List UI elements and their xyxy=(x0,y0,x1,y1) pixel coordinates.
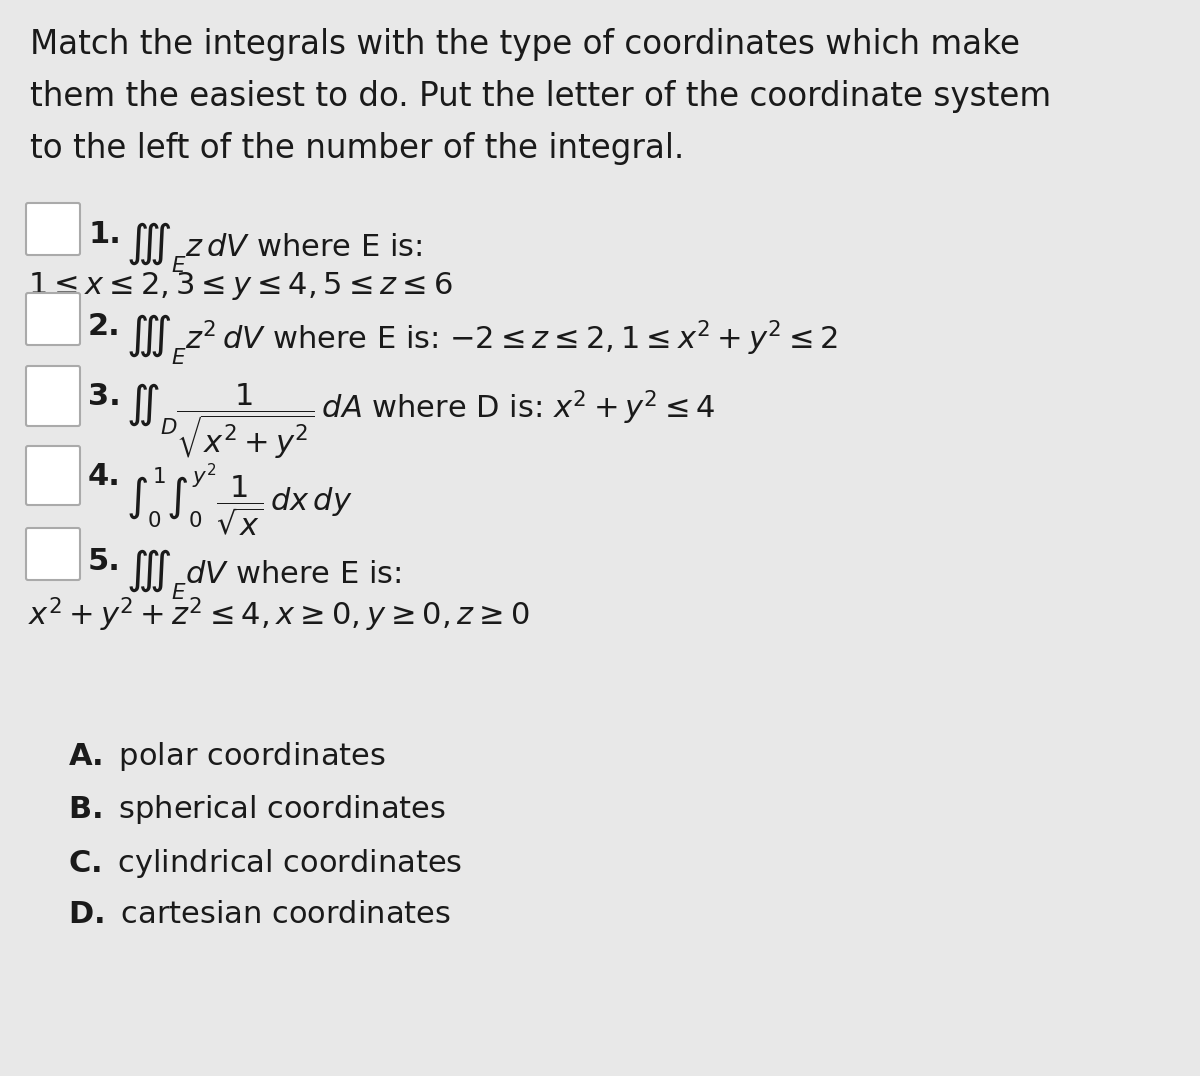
Text: 5.: 5. xyxy=(88,547,121,576)
Text: $\mathbf{C.}$ cylindrical coordinates: $\mathbf{C.}$ cylindrical coordinates xyxy=(68,847,462,880)
Text: $\mathbf{B.}$ spherical coordinates: $\mathbf{B.}$ spherical coordinates xyxy=(68,793,446,826)
FancyBboxPatch shape xyxy=(26,293,80,345)
FancyBboxPatch shape xyxy=(26,528,80,580)
Text: $\iint_D \dfrac{1}{\sqrt{x^2+y^2}}\, dA$ where D is: $x^2 + y^2 \leq 4$: $\iint_D \dfrac{1}{\sqrt{x^2+y^2}}\, dA$… xyxy=(126,382,715,462)
Text: $\iiint_E z^2\, dV$ where E is: $-2 \leq z \leq 2, 1 \leq x^2 + y^2 \leq 2$: $\iiint_E z^2\, dV$ where E is: $-2 \leq… xyxy=(126,312,838,367)
Text: Match the integrals with the type of coordinates which make: Match the integrals with the type of coo… xyxy=(30,28,1020,61)
Text: $\int_0^1 \int_0^{y^2} \dfrac{1}{\sqrt{x}}\, dx\, dy$: $\int_0^1 \int_0^{y^2} \dfrac{1}{\sqrt{x… xyxy=(126,462,353,539)
Text: $1 \leq x \leq 2, 3 \leq y \leq 4, 5 \leq z \leq 6$: $1 \leq x \leq 2, 3 \leq y \leq 4, 5 \le… xyxy=(28,270,452,302)
Text: $\mathbf{D.}$ cartesian coordinates: $\mathbf{D.}$ cartesian coordinates xyxy=(68,900,451,929)
FancyBboxPatch shape xyxy=(26,366,80,426)
Text: 3.: 3. xyxy=(88,382,121,411)
Text: 1.: 1. xyxy=(88,220,121,249)
FancyBboxPatch shape xyxy=(26,445,80,505)
Text: them the easiest to do. Put the letter of the coordinate system: them the easiest to do. Put the letter o… xyxy=(30,80,1051,113)
Text: $\iiint_E z\, dV$ where E is:: $\iiint_E z\, dV$ where E is: xyxy=(126,220,422,274)
Text: $\mathbf{A.}$ polar coordinates: $\mathbf{A.}$ polar coordinates xyxy=(68,740,386,773)
FancyBboxPatch shape xyxy=(26,203,80,255)
Text: $x^2 + y^2 + z^2 \leq 4, x \geq 0, y \geq 0, z \geq 0$: $x^2 + y^2 + z^2 \leq 4, x \geq 0, y \ge… xyxy=(28,595,529,634)
Text: 4.: 4. xyxy=(88,462,121,491)
Text: $\iiint_E dV$ where E is:: $\iiint_E dV$ where E is: xyxy=(126,547,402,601)
Text: to the left of the number of the integral.: to the left of the number of the integra… xyxy=(30,132,684,165)
Text: 2.: 2. xyxy=(88,312,121,341)
